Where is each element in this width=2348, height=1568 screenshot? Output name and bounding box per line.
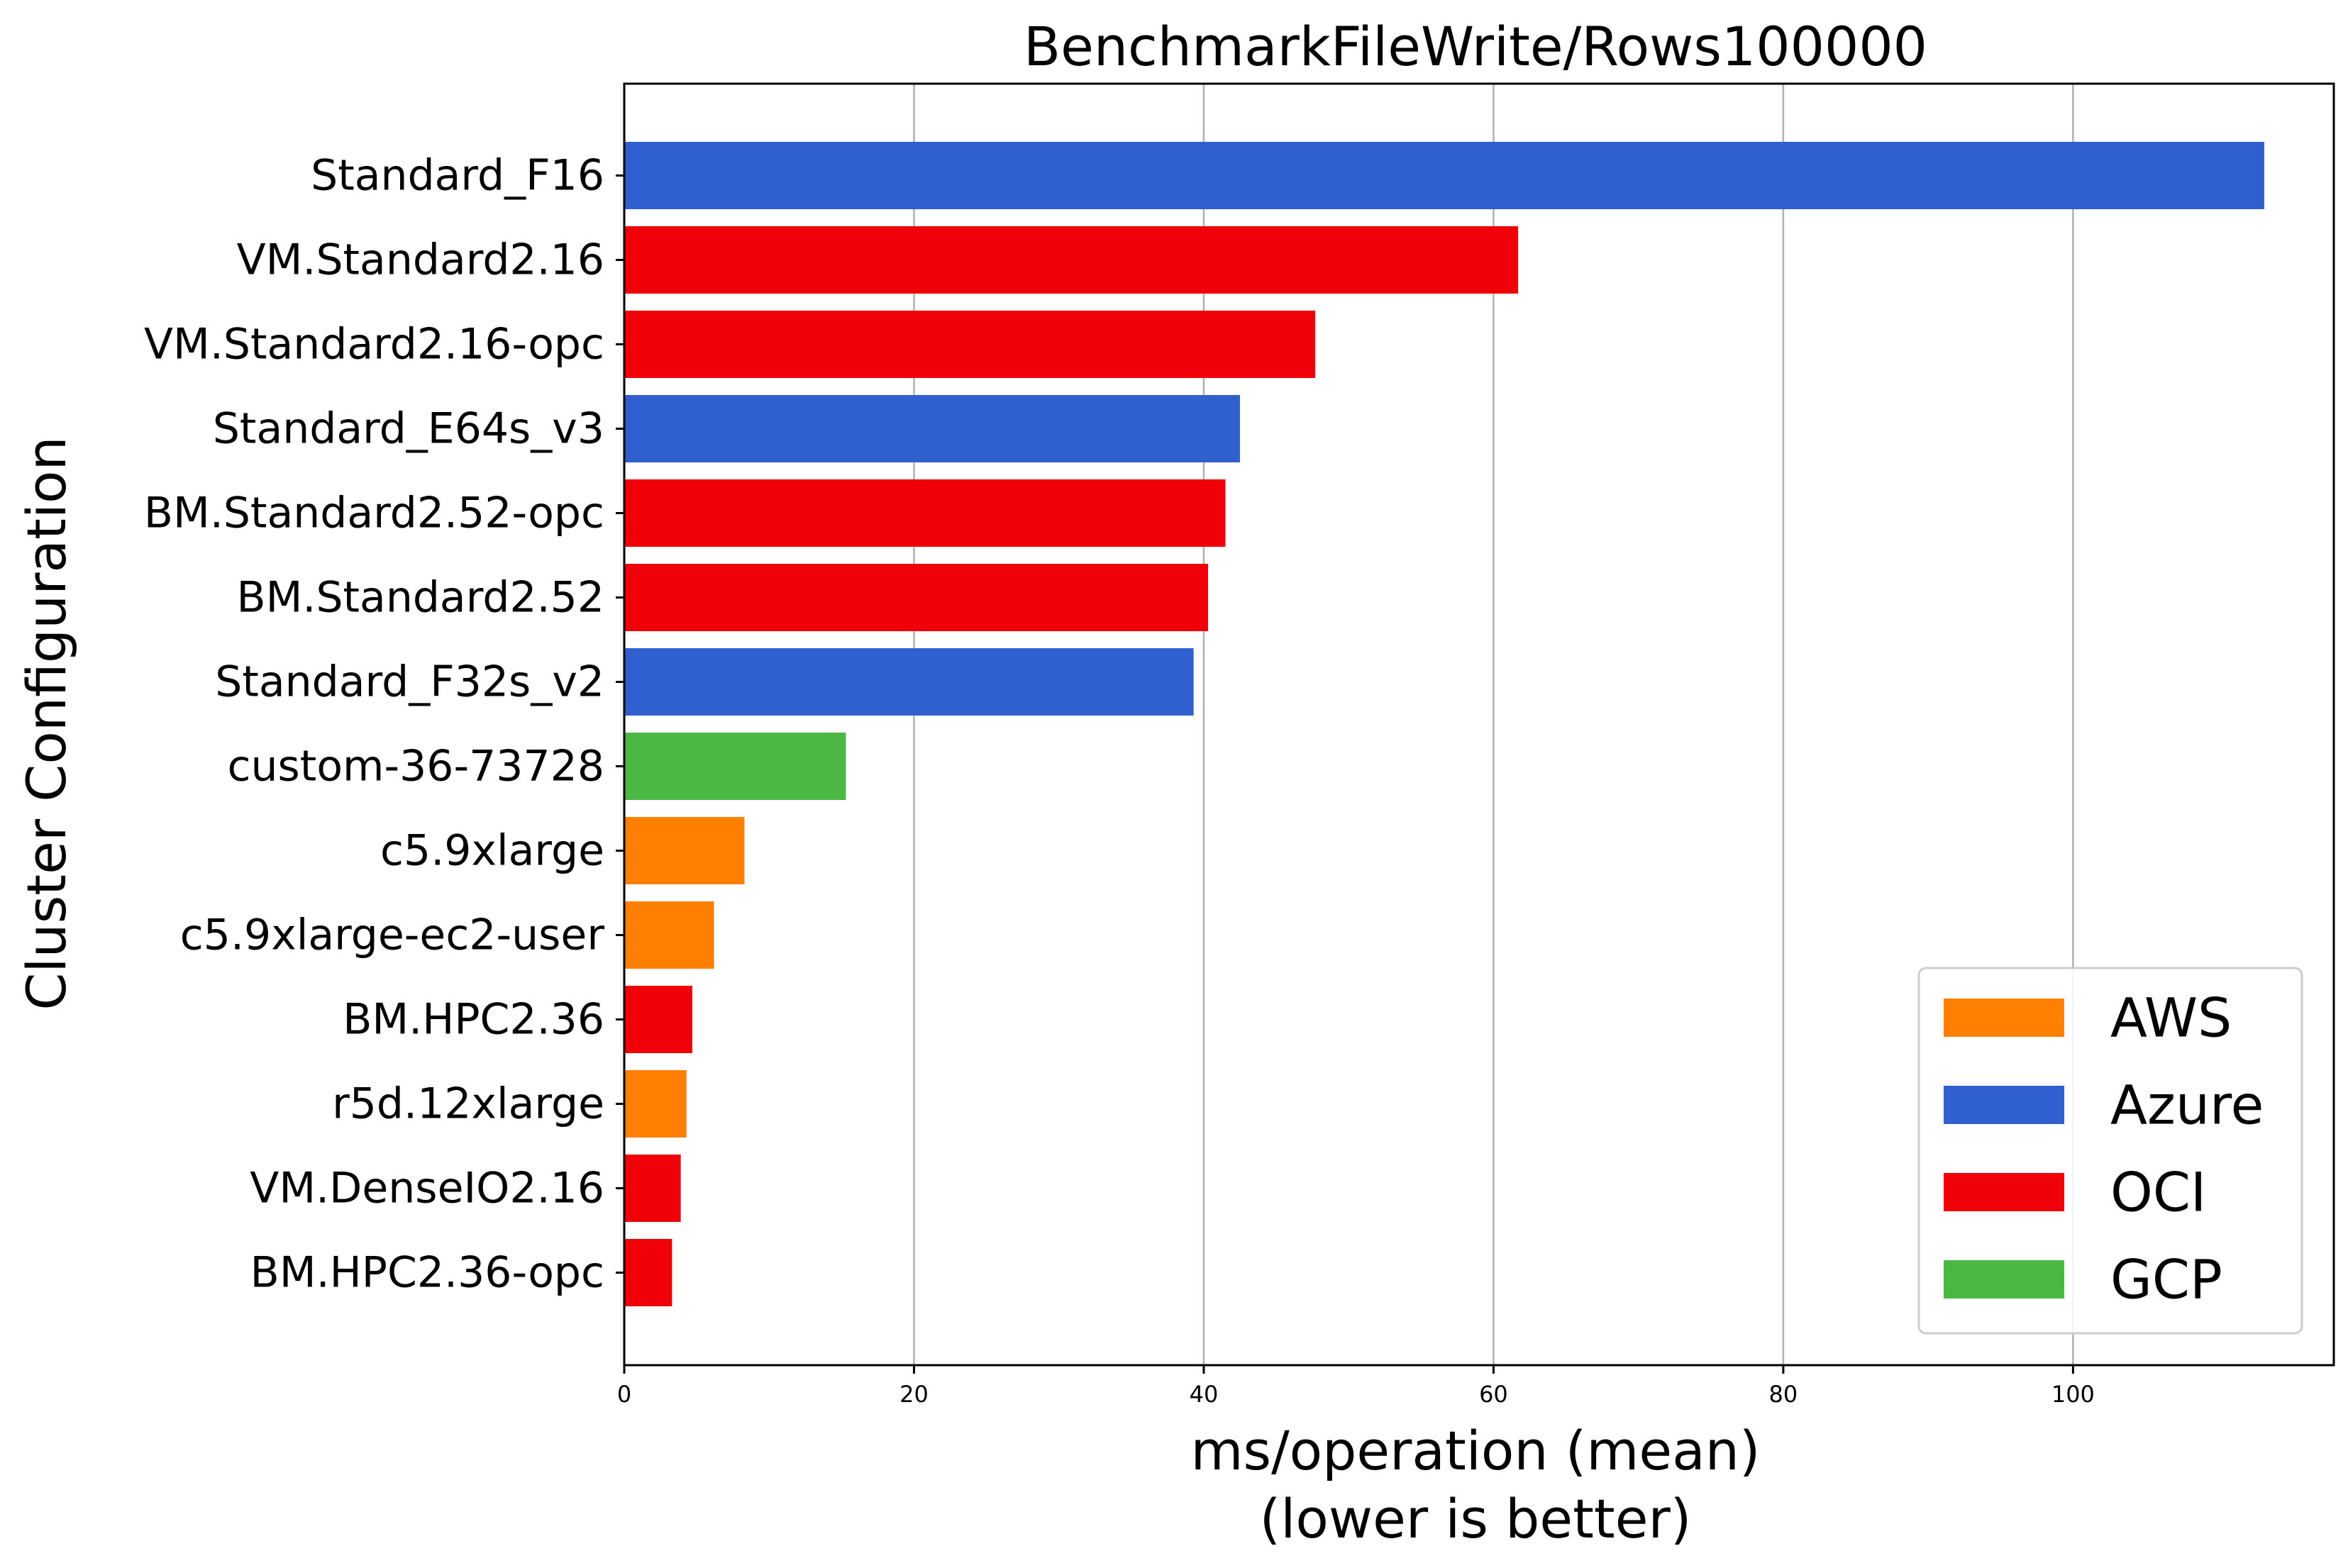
chart-title: BenchmarkFileWrite/Rows100000 — [1024, 15, 1927, 78]
plot-frame — [623, 82, 2335, 1367]
y-axis-label: Cluster Configuration — [15, 436, 78, 1010]
y-tick-label: BM.Standard2.52-opc — [144, 489, 604, 538]
bar — [624, 395, 1241, 462]
x-tick-label: 80 — [1769, 1381, 1798, 1408]
y-tick-label: custom-36-73728 — [228, 742, 604, 791]
y-tick-label: Standard_F32s_v2 — [215, 657, 604, 707]
bar — [624, 479, 1226, 547]
y-tick-label: c5.9xlarge — [380, 826, 604, 876]
bar — [624, 564, 1209, 631]
bar — [624, 311, 1316, 378]
x-axis-label-line-1: ms/operation (mean) — [1190, 1419, 1760, 1482]
y-tick-label: BM.HPC2.36-opc — [250, 1248, 604, 1298]
legend-box — [1917, 967, 2303, 1335]
x-tick-label: 0 — [617, 1381, 631, 1408]
bar — [624, 142, 2264, 209]
legend-label: OCI — [2110, 1161, 2206, 1224]
bar — [624, 1239, 672, 1306]
legend-label: AWS — [2110, 986, 2232, 1050]
y-axis-ticks: Standard_F16 VM.Standard2.16 VM.Standard2.… — [144, 151, 624, 1298]
y-tick-label: Standard_F16 — [311, 151, 604, 201]
bar — [624, 901, 714, 969]
bars — [624, 142, 2264, 1306]
bar — [624, 1155, 681, 1222]
legend-label: Azure — [2110, 1074, 2264, 1137]
legend-swatch — [1944, 999, 2064, 1037]
y-tick-label: BM.Standard2.52 — [236, 573, 604, 623]
bar — [624, 648, 1194, 716]
legend: AWS Azure OCI GCP — [1917, 967, 2303, 1335]
x-tick-label: 100 — [2051, 1381, 2095, 1408]
y-tick-label: r5d.12xlarge — [332, 1079, 604, 1129]
x-tick-label: 60 — [1479, 1381, 1508, 1408]
y-tick-label: VM.DenseIO2.16 — [250, 1164, 604, 1213]
legend-swatch — [1944, 1086, 2064, 1124]
bar — [624, 1070, 687, 1138]
bar — [624, 733, 846, 800]
bar — [624, 226, 1519, 294]
x-tick-label: 40 — [1190, 1381, 1219, 1408]
legend-swatch — [1944, 1260, 2064, 1299]
y-tick-label: c5.9xlarge-ec2-user — [180, 911, 605, 960]
x-axis-ticks: 0 20 40 60 80 100 — [617, 1365, 2095, 1408]
bar — [624, 986, 692, 1053]
legend-label: GCP — [2110, 1248, 2222, 1311]
y-tick-label: Standard_E64s_v3 — [213, 404, 604, 454]
bar — [624, 817, 745, 884]
y-tick-label: BM.HPC2.36 — [343, 995, 604, 1045]
x-tick-label: 20 — [899, 1381, 929, 1408]
legend-swatch — [1944, 1173, 2064, 1211]
x-axis-label-line-2: (lower is better) — [1260, 1487, 1692, 1550]
y-tick-label: VM.Standard2.16-opc — [144, 320, 604, 369]
y-tick-label: VM.Standard2.16 — [237, 235, 604, 285]
